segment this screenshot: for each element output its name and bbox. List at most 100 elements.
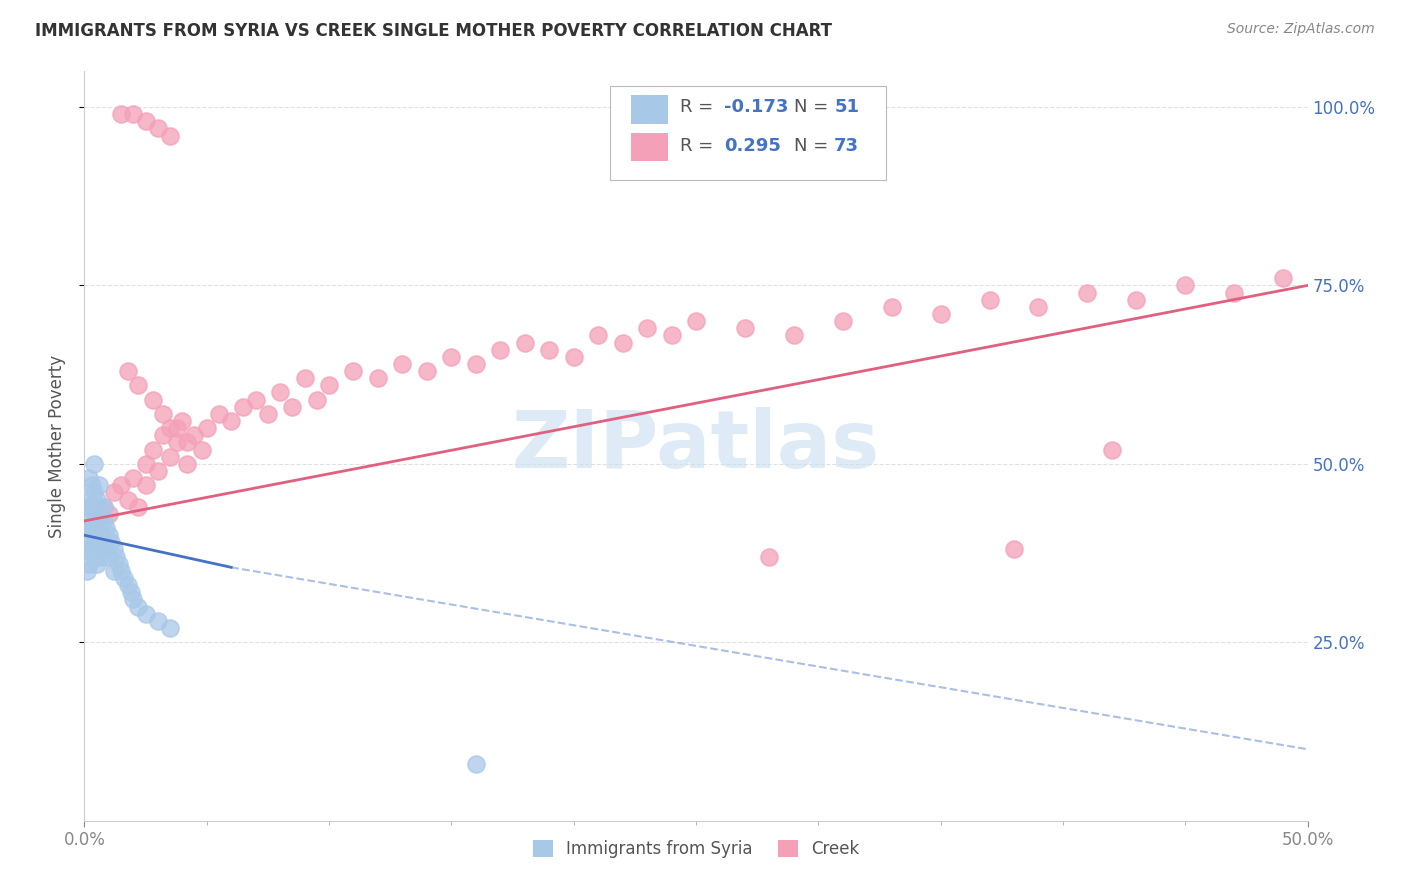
- Point: [281, 400, 304, 414]
- Point: [83, 549, 105, 564]
- Point: [117, 492, 139, 507]
- Point: [80, 478, 103, 492]
- Point: [86, 557, 108, 571]
- Point: [142, 392, 165, 407]
- Legend: Immigrants from Syria, Creek: Immigrants from Syria, Creek: [526, 833, 866, 864]
- Point: [103, 485, 125, 500]
- Point: [135, 607, 157, 621]
- Point: [1272, 271, 1295, 285]
- Point: [513, 335, 536, 350]
- Point: [612, 335, 634, 350]
- Point: [159, 450, 181, 464]
- Point: [1076, 285, 1098, 300]
- Point: [391, 357, 413, 371]
- Point: [176, 435, 198, 450]
- Point: [1125, 293, 1147, 307]
- Text: IMMIGRANTS FROM SYRIA VS CREEK SINGLE MOTHER POVERTY CORRELATION CHART: IMMIGRANTS FROM SYRIA VS CREEK SINGLE MO…: [35, 22, 832, 40]
- Point: [146, 614, 169, 628]
- Point: [464, 357, 486, 371]
- Point: [93, 500, 115, 514]
- FancyBboxPatch shape: [610, 87, 886, 180]
- Point: [318, 378, 340, 392]
- Point: [87, 521, 110, 535]
- Point: [93, 535, 115, 549]
- Point: [103, 542, 125, 557]
- Point: [661, 328, 683, 343]
- Point: [90, 528, 112, 542]
- Point: [83, 457, 105, 471]
- Point: [152, 407, 174, 421]
- Point: [440, 350, 463, 364]
- Point: [831, 314, 853, 328]
- Text: R =: R =: [681, 137, 718, 155]
- Text: N =: N =: [794, 97, 834, 116]
- Point: [880, 300, 903, 314]
- Point: [342, 364, 364, 378]
- Point: [86, 514, 108, 528]
- Point: [586, 328, 609, 343]
- Point: [80, 542, 103, 557]
- Point: [734, 321, 756, 335]
- Point: [146, 121, 169, 136]
- Point: [77, 514, 100, 528]
- Text: N =: N =: [794, 137, 834, 155]
- Point: [159, 421, 181, 435]
- Point: [105, 549, 128, 564]
- Point: [142, 442, 165, 457]
- Point: [166, 435, 188, 450]
- Point: [120, 585, 142, 599]
- Point: [464, 756, 486, 771]
- Point: [86, 492, 108, 507]
- Point: [176, 457, 198, 471]
- Point: [127, 378, 149, 392]
- Point: [159, 128, 181, 143]
- Point: [90, 507, 112, 521]
- Point: [83, 528, 105, 542]
- Point: [77, 535, 100, 549]
- Text: 0.295: 0.295: [724, 137, 780, 155]
- Point: [183, 428, 205, 442]
- Point: [135, 457, 157, 471]
- Point: [122, 107, 145, 121]
- Point: [191, 442, 214, 457]
- Point: [76, 500, 98, 514]
- Point: [76, 542, 98, 557]
- Text: 73: 73: [834, 137, 859, 155]
- Text: ZIPatlas: ZIPatlas: [512, 407, 880, 485]
- Point: [117, 578, 139, 592]
- Point: [110, 564, 132, 578]
- Point: [103, 564, 125, 578]
- Point: [294, 371, 316, 385]
- Point: [489, 343, 512, 357]
- Point: [208, 407, 231, 421]
- Text: Source: ZipAtlas.com: Source: ZipAtlas.com: [1227, 22, 1375, 37]
- Point: [636, 321, 658, 335]
- Point: [929, 307, 952, 321]
- Text: R =: R =: [681, 97, 718, 116]
- Point: [76, 521, 98, 535]
- Point: [77, 471, 100, 485]
- Point: [127, 599, 149, 614]
- Point: [269, 385, 291, 400]
- Point: [245, 392, 267, 407]
- Point: [166, 421, 188, 435]
- Point: [93, 500, 115, 514]
- Point: [86, 535, 108, 549]
- Point: [117, 364, 139, 378]
- Point: [80, 500, 103, 514]
- Point: [86, 514, 108, 528]
- Point: [685, 314, 707, 328]
- Point: [367, 371, 389, 385]
- Point: [195, 421, 218, 435]
- Point: [1002, 542, 1025, 557]
- Point: [110, 478, 132, 492]
- Point: [219, 414, 242, 428]
- Point: [80, 521, 103, 535]
- Point: [1028, 300, 1050, 314]
- Point: [87, 542, 110, 557]
- Point: [100, 535, 122, 549]
- Point: [97, 549, 120, 564]
- Y-axis label: Single Mother Poverty: Single Mother Poverty: [48, 354, 66, 538]
- Point: [77, 557, 100, 571]
- Point: [76, 564, 98, 578]
